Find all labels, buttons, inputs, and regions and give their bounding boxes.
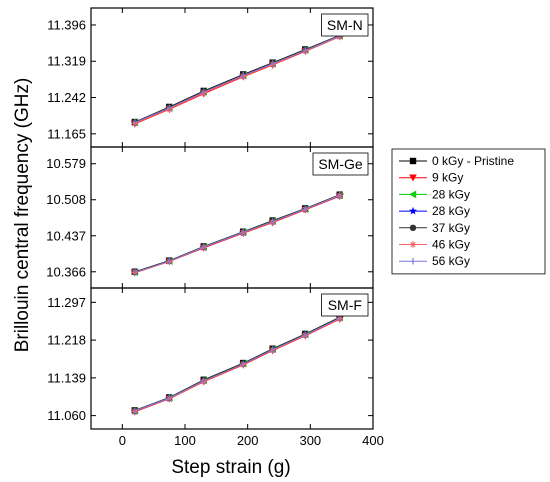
x-tick-label: 300 [299,433,321,448]
x-tick-label: 0 [119,433,126,448]
x-tick-label: 400 [362,433,384,448]
panel-tag: SM-Ge [318,156,363,172]
legend-label: 28 kGy [432,187,470,201]
panel-tag: SM-F [328,297,362,313]
panel-tag-box [312,152,369,176]
panel-tag-box [321,293,369,317]
y-tick-label: 11.396 [47,17,86,32]
panel-tag: SM-N [327,17,363,33]
x-tick-label: 100 [174,433,196,448]
legend-label: 9 kGy [432,171,463,185]
y-tick-label: 10.366 [46,264,86,279]
panel-tag-box [321,13,369,37]
legend-marker [409,190,417,199]
y-tick-label: 10.437 [46,228,86,243]
y-axis-title: Brillouin central frequency (GHz) [12,78,33,353]
legend-entry: 28 kGy [399,204,470,218]
y-tick-label: 11.319 [47,54,86,69]
y-tick-label: 11.242 [47,90,86,105]
series-line [134,36,340,124]
series-line [134,194,340,273]
y-tick-label: 10.579 [46,156,86,171]
panel-sm-f: 11.060 11.139 11.218 11.297 SM-F [47,287,374,430]
panel-sm-n: 11.165 11.242 11.319 11.396 SM-N [47,7,374,148]
legend-label: 28 kGy [432,204,470,218]
panel-sm-ge: 10.366 10.437 10.508 10.579 SM-Ge [46,146,374,289]
legend-label: 0 kGy - Pristine [432,154,514,168]
legend-marker [409,224,417,231]
panels-group: 11.165 11.242 11.319 11.396 SM-N 10.366 10.437… [46,7,374,430]
legend-marker [409,206,417,215]
panel-frame [90,287,374,430]
series-line [134,317,340,411]
y-tick-label: 11.165 [47,126,86,141]
legend-label: 56 kGy [432,254,470,268]
y-tick-label: 11.139 [47,370,86,385]
legend-label: 37 kGy [432,221,470,235]
y-tick-label: 11.060 [47,408,86,423]
legend-label: 46 kGy [432,238,470,252]
series-line [134,316,340,411]
legend-marker [409,241,417,248]
legend-entry: 0 kGy - Pristine [399,154,514,168]
legend-entry: 9 kGy [399,171,463,185]
y-tick-label: 11.297 [47,295,86,310]
legend-marker [409,174,417,182]
y-tick-label: 11.218 [47,333,86,348]
legend-entry: 56 kGy [399,254,470,268]
legend-entry: 37 kGy [399,221,470,235]
legend-entry: 46 kGy [399,238,470,252]
legend-entry: 28 kGy [399,187,470,201]
legend-marker [409,157,417,165]
x-axis: 0 100 200 300 400 [119,433,384,448]
x-axis-title: Step strain (g) [171,457,290,478]
legend: 0 kGy - Pristine 9 kGy 28 kGy 28 kGy 37 kGy 4… [391,148,546,275]
y-tick-label: 10.508 [46,192,86,207]
x-tick-label: 200 [237,433,259,448]
